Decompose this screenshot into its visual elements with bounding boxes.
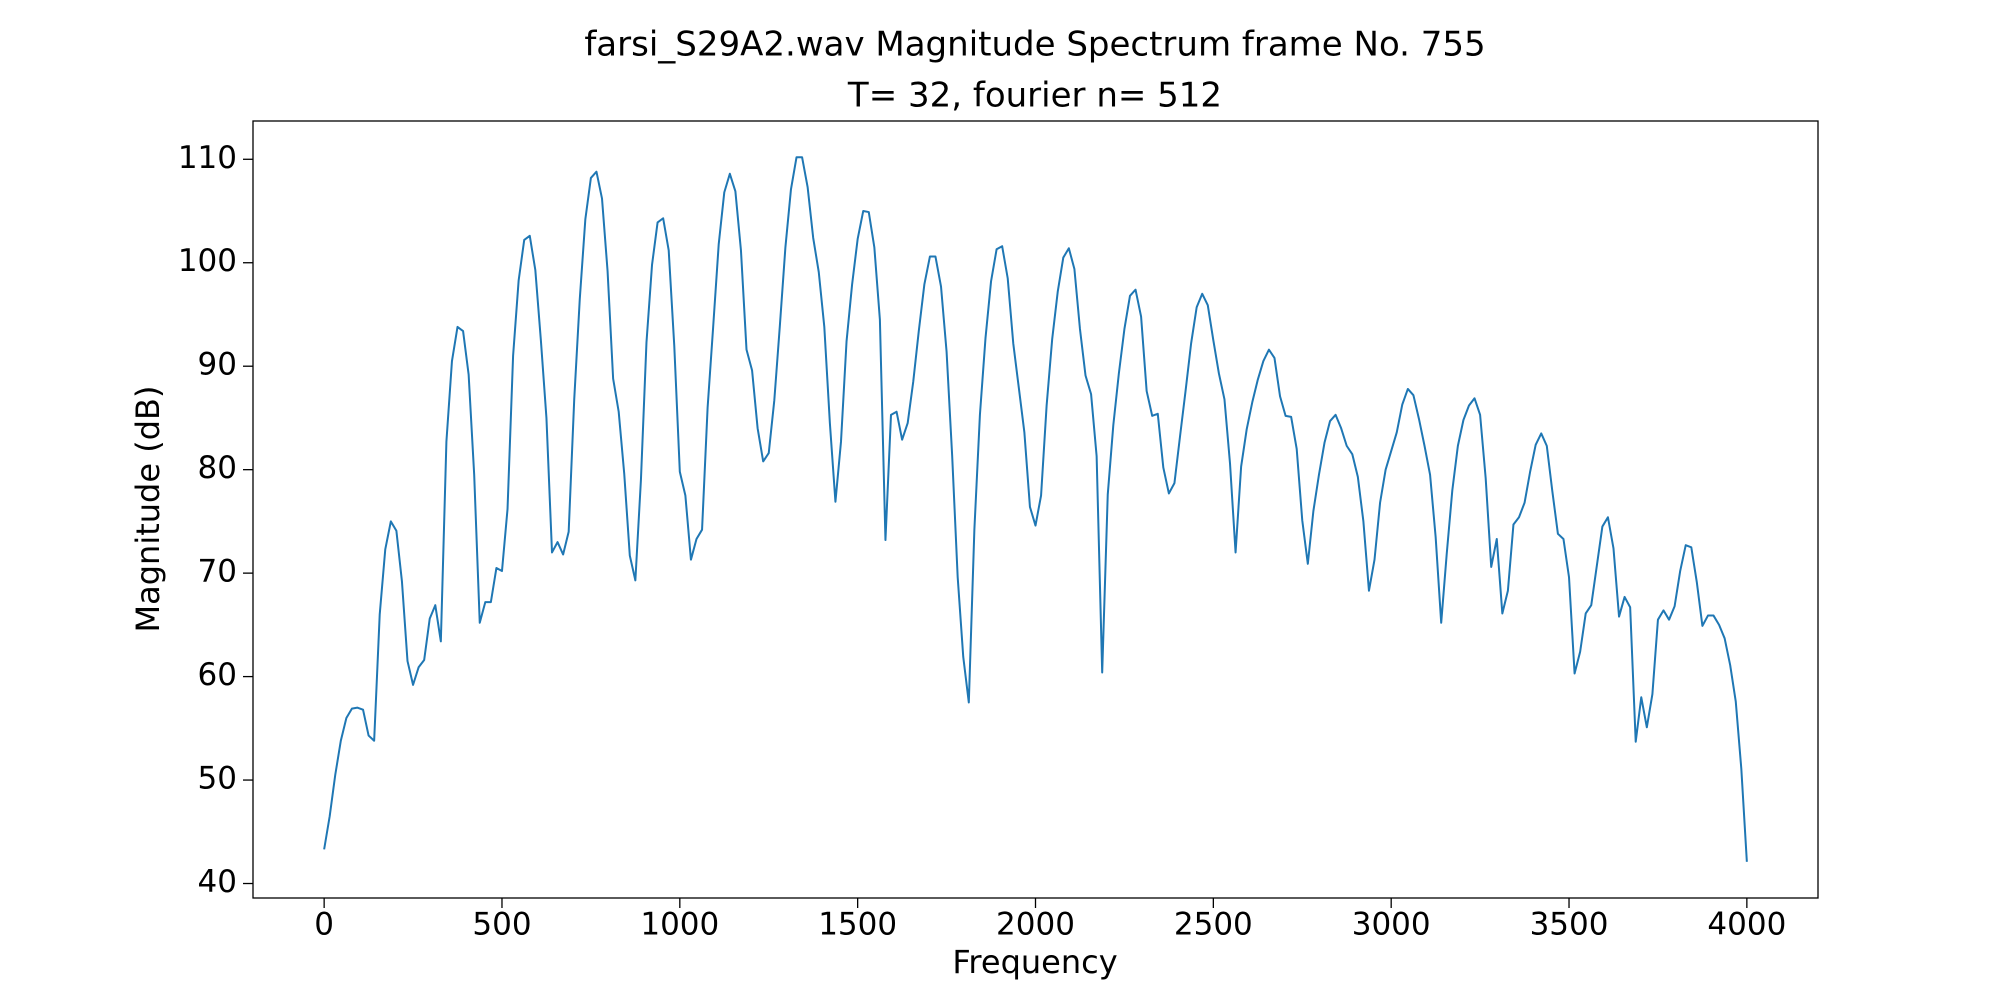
y-tick-label: 80	[198, 450, 237, 486]
x-tick-label: 2500	[1174, 907, 1253, 943]
x-tick-label: 0	[314, 907, 334, 943]
x-tick-label: 1000	[640, 907, 719, 943]
y-tick-label: 60	[198, 657, 237, 693]
chart-subtitle: T= 32, fourier n= 512	[847, 76, 1222, 116]
y-tick-label: 90	[198, 347, 237, 383]
x-tick-label: 4000	[1707, 907, 1786, 943]
spectrum-line	[323, 156, 1748, 862]
y-tick-label: 40	[198, 864, 237, 900]
y-tick-label: 70	[198, 554, 237, 590]
chart-title: farsi_S29A2.wav Magnitude Spectrum frame…	[584, 25, 1485, 65]
y-axis-label: Magnitude (dB)	[129, 386, 167, 633]
x-tick-label: 3500	[1530, 907, 1609, 943]
x-axis-label: Frequency	[952, 943, 1117, 981]
x-tick-label: 2000	[996, 907, 1075, 943]
x-tick-label: 1500	[818, 907, 897, 943]
plot-frame	[252, 120, 1819, 899]
y-tick-label: 100	[178, 243, 237, 279]
y-tick-label: 50	[198, 761, 237, 797]
x-tick-label: 3000	[1352, 907, 1431, 943]
y-tick-label: 110	[178, 140, 237, 176]
x-tick-label: 500	[472, 907, 531, 943]
